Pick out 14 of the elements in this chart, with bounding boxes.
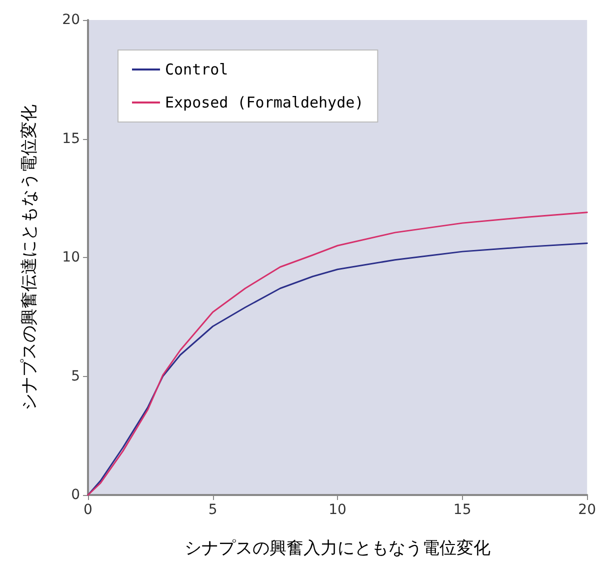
x-axis-title: シナプスの興奮入力にともなう電位変化 [184, 538, 491, 558]
legend-label: Control [165, 60, 228, 78]
legend-label: Exposed (Formaldehyde) [165, 94, 364, 112]
y-tick-label: 20 [62, 12, 80, 28]
x-tick-label: 15 [453, 502, 472, 518]
x-tick-label: 20 [578, 502, 596, 518]
x-tick-label: 0 [84, 502, 92, 518]
y-axis-title: シナプスの興奮伝達にともなう電位変化 [20, 104, 40, 410]
y-tick-label: 0 [71, 487, 80, 503]
x-tick-label: 5 [208, 502, 218, 518]
x-tick-label: 10 [328, 502, 346, 518]
y-tick-label: 15 [62, 130, 80, 147]
y-tick-label: 10 [62, 250, 80, 266]
y-tick-label: 5 [71, 368, 80, 384]
